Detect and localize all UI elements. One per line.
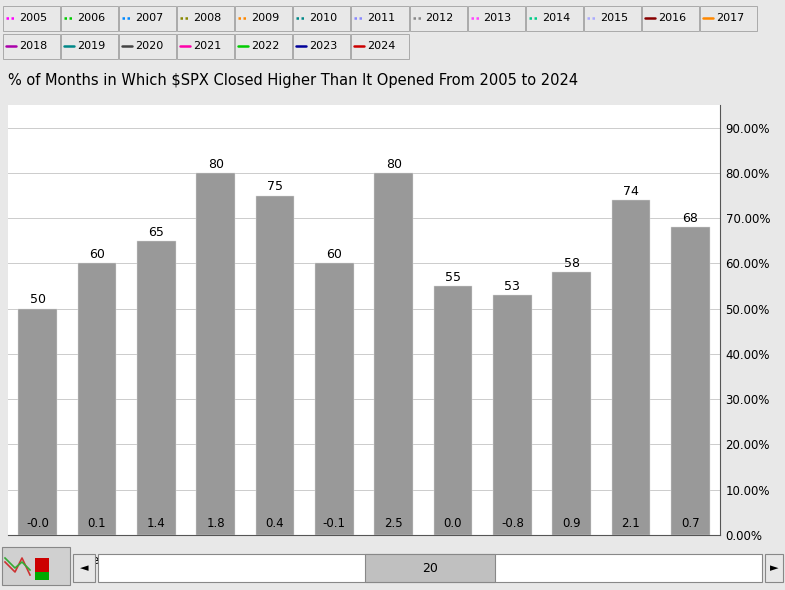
Text: 2008: 2008 — [193, 13, 221, 23]
Bar — [671, 227, 710, 535]
Bar — [493, 295, 531, 535]
Text: 53: 53 — [505, 280, 520, 293]
FancyBboxPatch shape — [365, 554, 495, 582]
FancyBboxPatch shape — [294, 6, 350, 31]
Text: % of Months in Which $SPX Closed Higher Than It Opened From 2005 to 2024: % of Months in Which $SPX Closed Higher … — [8, 73, 578, 88]
FancyBboxPatch shape — [468, 6, 524, 31]
Bar — [315, 263, 353, 535]
FancyBboxPatch shape — [177, 6, 234, 31]
FancyBboxPatch shape — [98, 554, 762, 582]
Text: 80: 80 — [208, 158, 224, 171]
FancyBboxPatch shape — [700, 6, 757, 31]
Text: 60: 60 — [89, 248, 105, 261]
Text: 1.8: 1.8 — [206, 517, 225, 530]
Text: 65: 65 — [148, 225, 164, 238]
Text: 2023: 2023 — [309, 41, 338, 51]
Text: 2016: 2016 — [658, 13, 686, 23]
Text: 0.7: 0.7 — [681, 517, 699, 530]
Text: 75: 75 — [267, 181, 283, 194]
FancyBboxPatch shape — [35, 558, 49, 572]
Text: 0.9: 0.9 — [562, 517, 581, 530]
Bar — [612, 200, 650, 535]
Text: 0.4: 0.4 — [265, 517, 284, 530]
Text: -0.1: -0.1 — [323, 517, 346, 530]
Text: 1.4: 1.4 — [147, 517, 166, 530]
FancyBboxPatch shape — [584, 6, 641, 31]
Text: 2018: 2018 — [19, 41, 47, 51]
FancyBboxPatch shape — [642, 6, 699, 31]
FancyBboxPatch shape — [236, 34, 292, 59]
Text: 2020: 2020 — [135, 41, 163, 51]
Text: 2019: 2019 — [77, 41, 105, 51]
Text: 0.1: 0.1 — [88, 517, 106, 530]
Bar — [374, 173, 413, 535]
Text: ◄: ◄ — [80, 563, 88, 573]
FancyBboxPatch shape — [61, 6, 119, 31]
FancyBboxPatch shape — [2, 547, 70, 585]
Text: 60: 60 — [327, 248, 342, 261]
Bar — [553, 273, 591, 535]
Text: 2009: 2009 — [251, 13, 279, 23]
Text: ►: ► — [770, 563, 778, 573]
Text: 2.5: 2.5 — [385, 517, 403, 530]
FancyBboxPatch shape — [35, 572, 49, 580]
FancyBboxPatch shape — [73, 554, 95, 582]
FancyBboxPatch shape — [236, 6, 292, 31]
Text: 2015: 2015 — [600, 13, 628, 23]
FancyBboxPatch shape — [294, 34, 350, 59]
Bar — [18, 309, 57, 535]
Bar — [256, 195, 294, 535]
Text: 20: 20 — [422, 562, 438, 575]
Text: 74: 74 — [623, 185, 639, 198]
Text: 2.1: 2.1 — [622, 517, 641, 530]
Bar — [196, 173, 235, 535]
Text: 2005: 2005 — [19, 13, 47, 23]
FancyBboxPatch shape — [3, 34, 60, 59]
Bar — [137, 241, 176, 535]
FancyBboxPatch shape — [526, 6, 582, 31]
FancyBboxPatch shape — [177, 34, 234, 59]
Text: 2007: 2007 — [135, 13, 163, 23]
Text: 68: 68 — [682, 212, 699, 225]
Text: 2014: 2014 — [542, 13, 570, 23]
FancyBboxPatch shape — [61, 34, 119, 59]
FancyBboxPatch shape — [410, 6, 466, 31]
Text: 0.0: 0.0 — [444, 517, 462, 530]
Text: 2012: 2012 — [425, 13, 454, 23]
Text: -0.8: -0.8 — [501, 517, 524, 530]
Text: 2013: 2013 — [484, 13, 512, 23]
Text: 80: 80 — [385, 158, 402, 171]
Text: 2010: 2010 — [309, 13, 338, 23]
Text: 2017: 2017 — [716, 13, 744, 23]
Text: 58: 58 — [564, 257, 579, 270]
FancyBboxPatch shape — [119, 34, 176, 59]
FancyBboxPatch shape — [352, 6, 408, 31]
FancyBboxPatch shape — [765, 554, 783, 582]
Text: 2011: 2011 — [367, 13, 396, 23]
Bar — [434, 286, 473, 535]
Text: 2022: 2022 — [251, 41, 279, 51]
Text: 55: 55 — [445, 271, 461, 284]
Text: 2021: 2021 — [193, 41, 221, 51]
Text: 2024: 2024 — [367, 41, 396, 51]
Text: -0.0: -0.0 — [26, 517, 49, 530]
Text: 2006: 2006 — [77, 13, 105, 23]
FancyBboxPatch shape — [119, 6, 176, 31]
FancyBboxPatch shape — [352, 34, 408, 59]
FancyBboxPatch shape — [3, 6, 60, 31]
Text: 50: 50 — [30, 293, 46, 306]
Bar — [78, 263, 116, 535]
